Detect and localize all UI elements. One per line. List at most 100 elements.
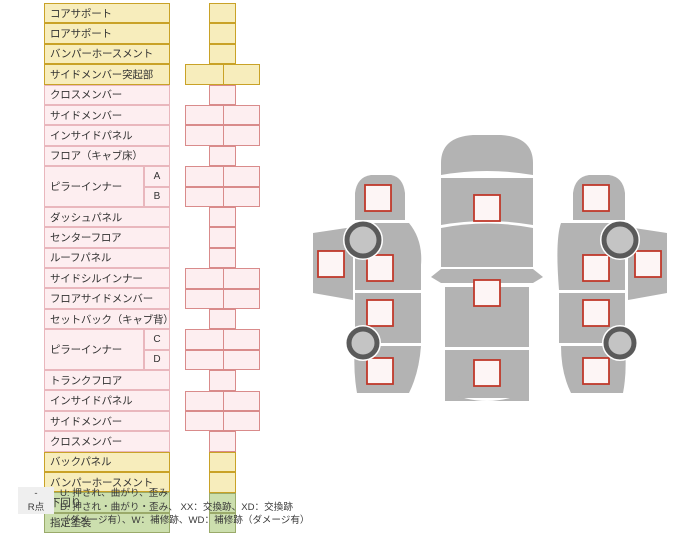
table-row: フロア（キャブ床）: [44, 145, 260, 167]
damage-check-cell[interactable]: [185, 411, 260, 432]
part-name-label: 下回り: [44, 492, 170, 513]
cell-divider: [222, 330, 224, 349]
left-side-view: [313, 175, 422, 393]
damage-check-cell[interactable]: [209, 247, 236, 269]
damage-check-cell[interactable]: [185, 349, 260, 371]
table-row: クロスメンバー: [44, 84, 260, 105]
damage-check-cell[interactable]: [209, 145, 236, 167]
table-row: ロアサポート: [44, 23, 260, 44]
table-row: 指定塗装: [44, 512, 260, 534]
legend-text: D: 押され・曲がり・歪み、 XX：交換跡、XD：交換跡: [60, 501, 293, 513]
damage-check-cell[interactable]: [209, 492, 236, 513]
damage-marker: [473, 279, 501, 307]
table-row-group: ピラーインナー C D: [44, 329, 260, 371]
table-row: センターフロア: [44, 227, 260, 248]
part-name-label: サイドシルインナー: [44, 268, 170, 289]
table-row-group: ピラーインナー A B: [44, 166, 260, 207]
damage-check-cell[interactable]: [209, 23, 236, 44]
part-sub-code: B: [144, 186, 170, 207]
damage-marker: [317, 250, 345, 278]
damage-marker: [582, 357, 610, 385]
damage-check-cell[interactable]: [185, 166, 260, 187]
damage-check-cell[interactable]: [185, 268, 260, 289]
table-row: 下回り: [44, 492, 260, 513]
legend-row: - U: 押され、曲がり、歪み: [18, 487, 310, 501]
part-name-label: ダッシュパネル: [44, 206, 170, 228]
table-row: インサイドパネル: [44, 390, 260, 411]
inspection-part-table: コアサポート ロアサポート バンパーホースメント サイドメンバー突起部 クロスメンバーサ…: [44, 3, 260, 534]
damage-check-cell[interactable]: [209, 43, 236, 65]
legend: - U: 押され、曲がり、歪み R点 D: 押され・曲がり・歪み、 XX：交換跡…: [18, 487, 310, 528]
damage-marker: [634, 250, 662, 278]
table-row: フロアサイドメンバー: [44, 288, 260, 309]
damage-check-cell[interactable]: [209, 513, 236, 534]
part-name-label: クロスメンバー: [44, 431, 170, 452]
damage-check-cell[interactable]: [209, 370, 236, 391]
top-view: [431, 135, 543, 401]
damage-check-cell[interactable]: [209, 227, 236, 248]
table-row: バックパネル: [44, 451, 260, 473]
part-name-label: インサイドパネル: [44, 125, 170, 146]
table-row: バンパーホースメント: [44, 472, 260, 493]
damage-check-cell[interactable]: [209, 3, 236, 24]
table-row: バンパーホースメント: [44, 43, 260, 65]
part-name-label: バックパネル: [44, 451, 170, 473]
part-name-label: センターフロア: [44, 227, 170, 248]
part-name-label: ピラーインナー: [44, 166, 144, 207]
part-name-label: ピラーインナー: [44, 329, 144, 371]
part-name-label: バンパーホースメント: [44, 472, 170, 493]
table-row: ルーフパネル: [44, 247, 260, 269]
damage-check-cell[interactable]: [209, 472, 236, 493]
right-side-view: [557, 175, 667, 393]
part-name-label: クロスメンバー: [44, 84, 170, 105]
legend-continuation: （ダメージ有）、W：補修跡、WD：補修跡（ダメージ有）: [60, 515, 310, 527]
part-name-label: サイドメンバー突起部: [44, 64, 170, 85]
part-name-label: セットバック（キャブ背）: [44, 308, 174, 330]
part-name-label: サイドメンバー: [44, 410, 170, 432]
damage-marker: [366, 254, 394, 282]
damage-check-cell[interactable]: [209, 84, 236, 105]
cell-divider: [222, 106, 224, 125]
table-row: インサイドパネル: [44, 125, 260, 146]
legend-key: -: [18, 487, 54, 501]
damage-check-cell[interactable]: [185, 288, 260, 309]
damage-check-cell[interactable]: [209, 431, 236, 452]
cell-divider: [222, 391, 224, 410]
cell-divider: [222, 289, 224, 308]
damage-marker: [582, 184, 610, 212]
part-sub-code: D: [144, 349, 170, 371]
damage-check-grid: [185, 3, 260, 534]
damage-marker: [473, 194, 501, 222]
wheel-icon: [344, 221, 382, 259]
cell-divider: [222, 167, 224, 186]
damage-check-cell[interactable]: [185, 125, 260, 146]
cell-divider: [222, 187, 224, 206]
wheel-icon: [601, 221, 639, 259]
table-row: サイドメンバー: [44, 410, 260, 432]
table-row: サイドメンバー: [44, 104, 260, 126]
damage-marker: [582, 299, 610, 327]
damage-check-cell[interactable]: [209, 309, 236, 330]
damage-check-cell[interactable]: [185, 105, 260, 126]
damage-check-cell[interactable]: [209, 451, 236, 473]
part-name-label: ルーフパネル: [44, 247, 170, 269]
part-name-label: 指定塗装: [44, 512, 170, 534]
wheel-icon: [346, 326, 380, 360]
damage-check-cell[interactable]: [185, 390, 260, 411]
legend-key: R点: [18, 500, 54, 515]
table-row: ダッシュパネル: [44, 206, 260, 228]
part-name-label: コアサポート: [44, 3, 170, 24]
damage-check-cell[interactable]: [185, 186, 260, 207]
table-row: セットバック（キャブ背）: [44, 308, 260, 330]
wheel-icon: [603, 326, 637, 360]
damage-check-cell[interactable]: [185, 64, 260, 85]
part-name-label: インサイドパネル: [44, 390, 170, 411]
part-name-label: ロアサポート: [44, 23, 170, 44]
table-row: サイドメンバー突起部: [44, 64, 260, 85]
legend-text: U: 押され、曲がり、歪み: [60, 488, 168, 499]
cell-divider: [222, 412, 224, 431]
damage-check-cell[interactable]: [185, 329, 260, 350]
damage-check-cell[interactable]: [209, 207, 236, 228]
